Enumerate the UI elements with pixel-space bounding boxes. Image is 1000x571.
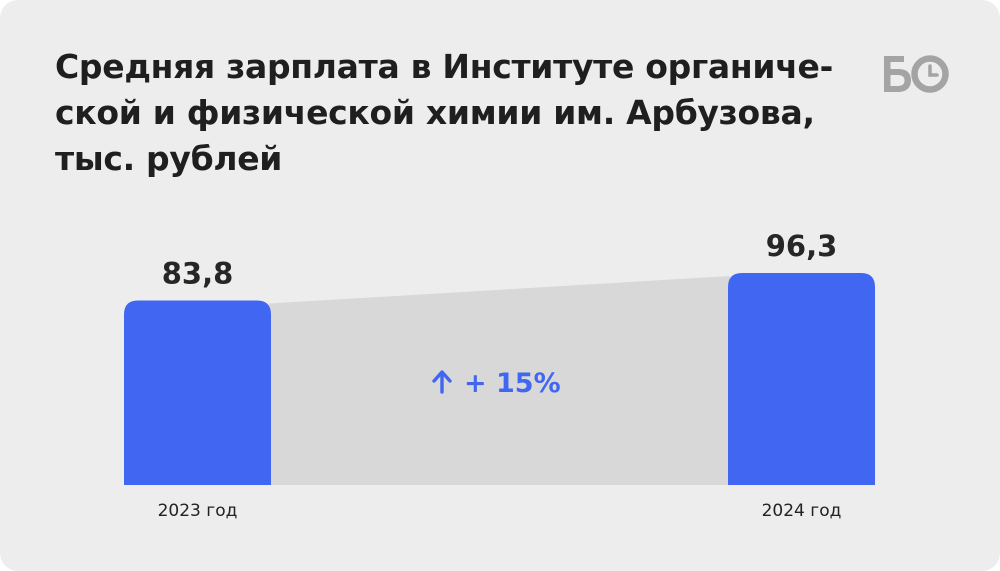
category-label-2024: 2024 год [762, 501, 842, 521]
up-arrow-icon [432, 370, 452, 394]
growth-annotation: + 15% [432, 368, 561, 399]
bar-value-label-2023: 83,8 [162, 257, 234, 291]
bar-2024 [728, 273, 875, 485]
chart-title: Средняя зарплата в Институте органиче- с… [55, 44, 845, 182]
chart-title-line-1: Средняя зарплата в Институте органиче- [55, 47, 834, 86]
growth-percent-label: + 15% [464, 368, 561, 399]
growth-connector-band [269, 276, 730, 485]
chart-title-line-3: тыс. рублей [55, 139, 283, 178]
bo-logo [884, 55, 949, 93]
chart-title-line-2: ской и физической химии им. Арбузова, [55, 93, 815, 132]
bar-2023 [124, 300, 271, 485]
category-label-2023: 2023 год [158, 501, 238, 521]
bar-value-label-2024: 96,3 [766, 229, 838, 263]
clock-icon [911, 55, 949, 93]
